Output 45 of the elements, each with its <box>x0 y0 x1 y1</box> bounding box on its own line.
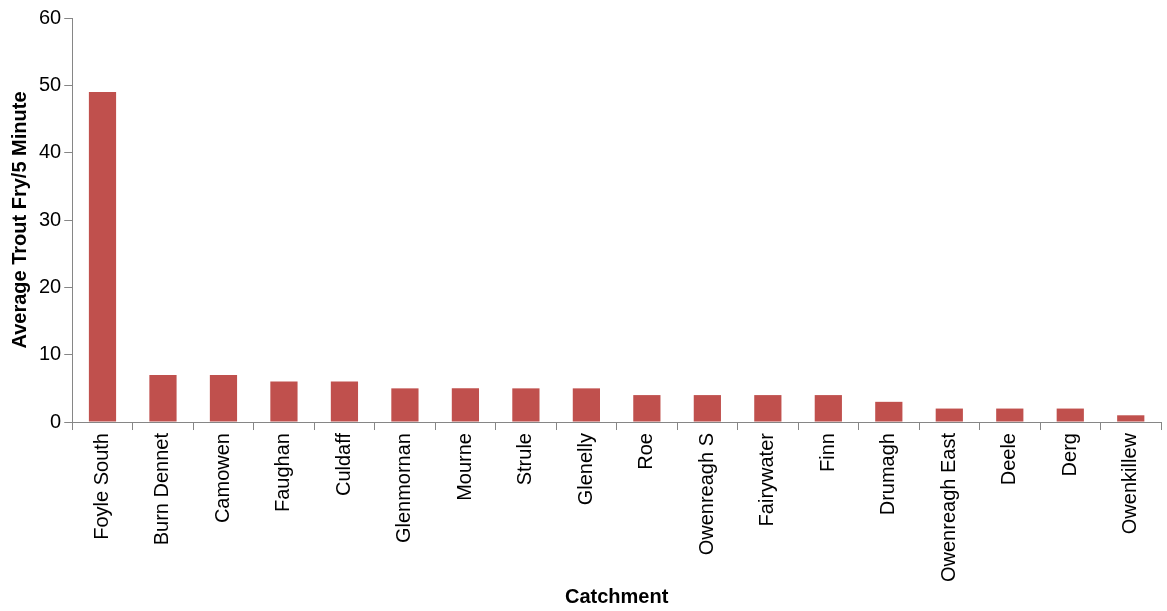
bar <box>572 388 600 422</box>
x-tick-label: Fairywater <box>755 432 778 527</box>
bar <box>875 401 903 422</box>
x-tick-label: Owenreagh East <box>936 432 959 583</box>
y-tick-label: 0 <box>50 409 62 432</box>
x-tick-label: Owenkillew <box>1118 432 1141 535</box>
x-tick-label: Foyle South <box>90 433 112 540</box>
bar <box>512 388 540 422</box>
x-tick-label: Drumagh <box>876 433 899 516</box>
bar <box>451 388 480 422</box>
y-tick-label: 20 <box>39 274 62 297</box>
x-tick-label: Burn Dennet <box>150 432 173 546</box>
x-tick-label: Faughan <box>271 433 294 512</box>
x-tick-label: Finn <box>815 433 838 472</box>
bar <box>209 374 238 422</box>
y-tick-label: 40 <box>39 140 62 163</box>
x-tick-label: Strule <box>513 433 536 486</box>
bar <box>1117 415 1145 422</box>
bar <box>633 395 661 422</box>
x-tick-label: Derg <box>1057 433 1080 477</box>
y-tick-label: 30 <box>39 207 62 230</box>
bar <box>391 388 419 422</box>
y-tick-label: 10 <box>39 342 62 365</box>
x-tick-label: Glenmornan <box>392 433 415 544</box>
x-tick-label: Deele <box>997 433 1020 486</box>
bar <box>330 381 359 422</box>
y-tick-label: 50 <box>39 72 62 95</box>
bar <box>149 374 177 422</box>
bar <box>935 408 963 422</box>
bar <box>996 408 1024 422</box>
x-tick-label: Camowen <box>210 433 233 524</box>
x-tick-label: Roe <box>634 433 657 470</box>
bar <box>88 92 117 422</box>
bar <box>814 395 842 422</box>
y-tick-label: 60 <box>39 5 62 28</box>
bar <box>1056 408 1084 422</box>
x-tick-label: Glenelly <box>573 433 596 506</box>
bar <box>270 381 298 422</box>
x-tick-label: Mourne <box>452 433 475 501</box>
bar <box>754 395 782 422</box>
bar <box>693 395 721 422</box>
x-tick-label: Culdaff <box>331 432 354 497</box>
y-axis-title: Average Trout Fry/5 Minute <box>7 91 30 349</box>
x-tick-label: Owenreagh S <box>694 433 717 556</box>
x-axis-title: Catchment <box>564 584 669 607</box>
